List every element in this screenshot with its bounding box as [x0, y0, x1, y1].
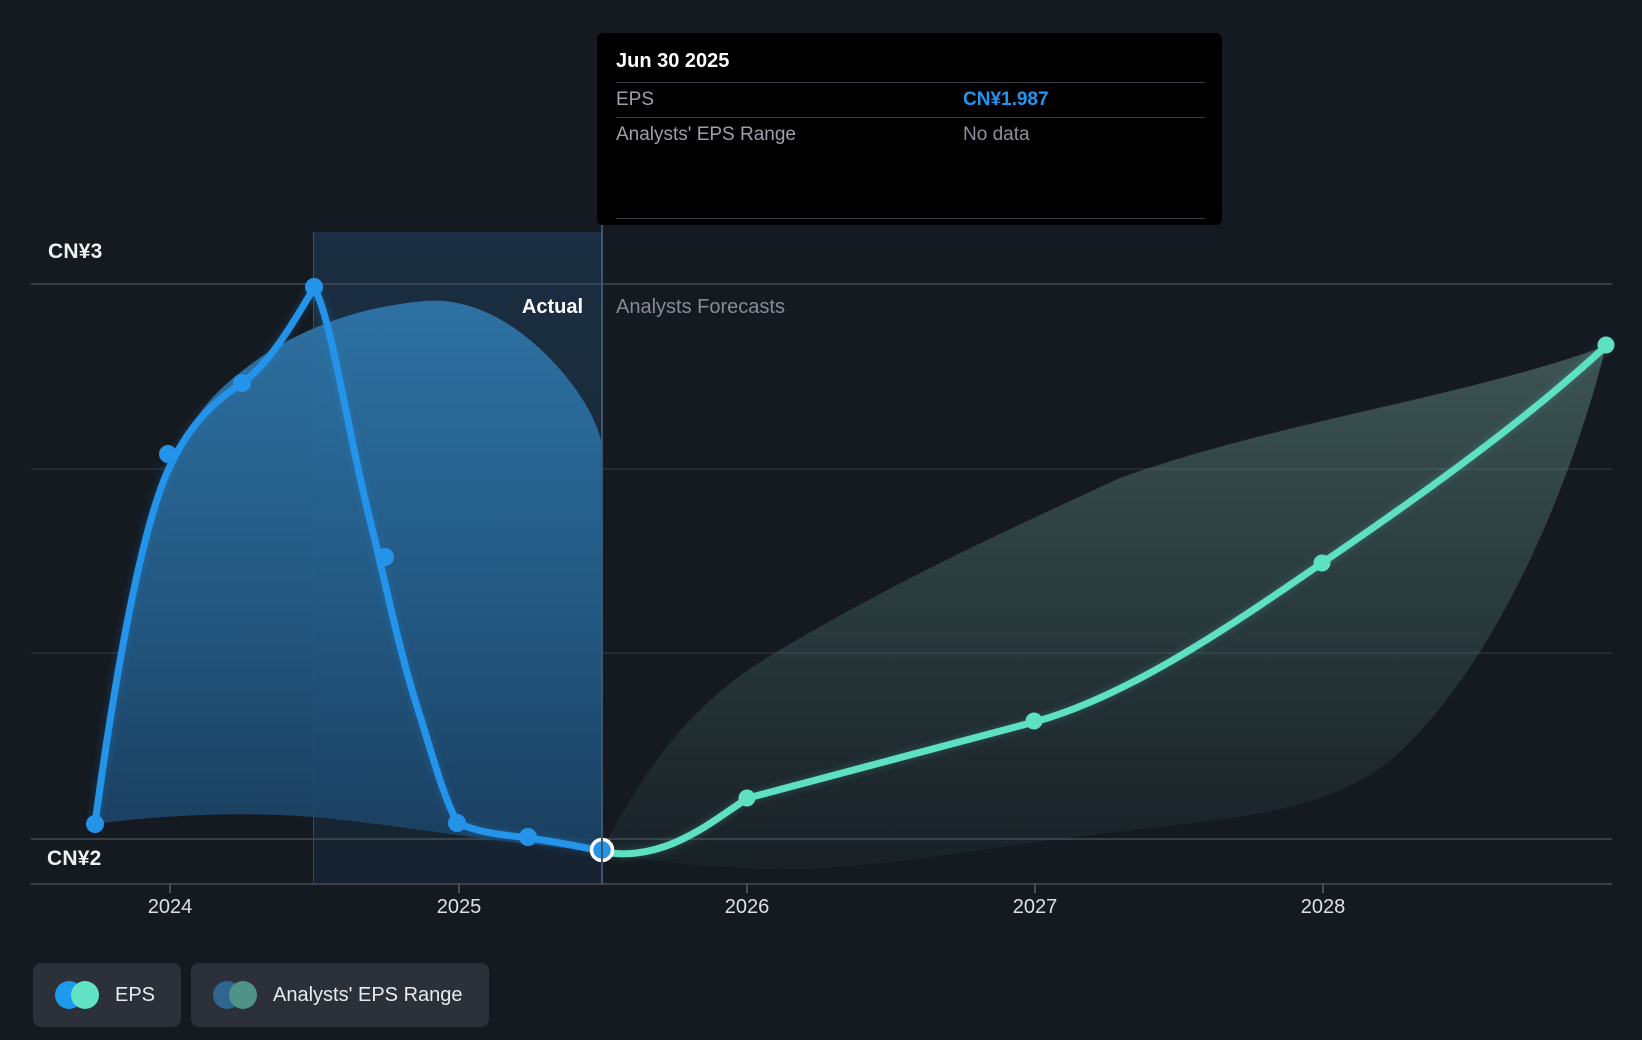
x-tick-label-2026: 2026: [724, 896, 770, 918]
forecast-point-dec-31-2026[interactable]: [1025, 712, 1043, 730]
legend: EPS Analysts' EPS Range: [33, 963, 489, 1027]
y-axis-label-cny2: CN¥2: [47, 847, 102, 870]
eps-point-mar-31-2025[interactable]: [519, 828, 537, 846]
analysts-eps-range-band: [602, 346, 1606, 869]
legend-chip-eps[interactable]: EPS: [33, 963, 182, 1027]
forecast-point-dec-31-2027[interactable]: [1313, 554, 1331, 572]
tooltip-range-value: No data: [963, 124, 1030, 145]
actual-eps-area: [95, 300, 602, 851]
forecast-point-dec-31-2025[interactable]: [738, 789, 756, 807]
analysts-range-series-icon: [213, 981, 258, 1009]
tooltip-date: Jun 30 2025: [616, 50, 730, 72]
actual-zone-label: Actual: [521, 296, 583, 318]
legend-eps-label: EPS: [115, 983, 156, 1006]
x-tick-label-2027: 2027: [1012, 896, 1058, 918]
eps-point-mar-31-2024[interactable]: [233, 374, 251, 392]
x-axis: [31, 883, 1612, 893]
eps-point-dec-31-2024[interactable]: [448, 814, 466, 832]
eps-point-dec-31-2023[interactable]: [159, 445, 177, 463]
forecast-point-dec-31-2028[interactable]: [1597, 336, 1615, 354]
tooltip-eps-label: EPS: [616, 89, 655, 110]
y-axis-label-cny3: CN¥3: [48, 240, 103, 263]
eps-point-jun-30-2024[interactable]: [305, 278, 323, 296]
eps-point-sep-30-2024[interactable]: [376, 548, 394, 566]
tooltip-separator: [616, 82, 1205, 83]
x-tick-label-2025: 2025: [436, 896, 482, 918]
x-tick-label-2024: 2024: [147, 896, 193, 918]
tooltip-range-label: Analysts' EPS Range: [616, 124, 796, 145]
legend-chip-analysts-eps-range[interactable]: Analysts' EPS Range: [191, 963, 489, 1027]
x-tick-label-2028: 2028: [1300, 896, 1346, 918]
tooltip-separator: [616, 117, 1205, 118]
eps-actual-line: [91, 281, 606, 855]
chart-tooltip: Jun 30 2025 EPS CN¥1.987 Analysts' EPS R…: [597, 33, 1222, 225]
eps-point-sep-30-2023[interactable]: [86, 815, 104, 833]
forecast-zone-label: Analysts Forecasts: [616, 296, 785, 318]
tooltip-eps-value: CN¥1.987: [963, 89, 1049, 110]
tooltip-bottom-separator: [616, 218, 1205, 219]
legend-range-label: Analysts' EPS Range: [273, 983, 463, 1006]
actual-forecast-divider: [601, 225, 603, 884]
eps-series-icon: [55, 981, 99, 1009]
